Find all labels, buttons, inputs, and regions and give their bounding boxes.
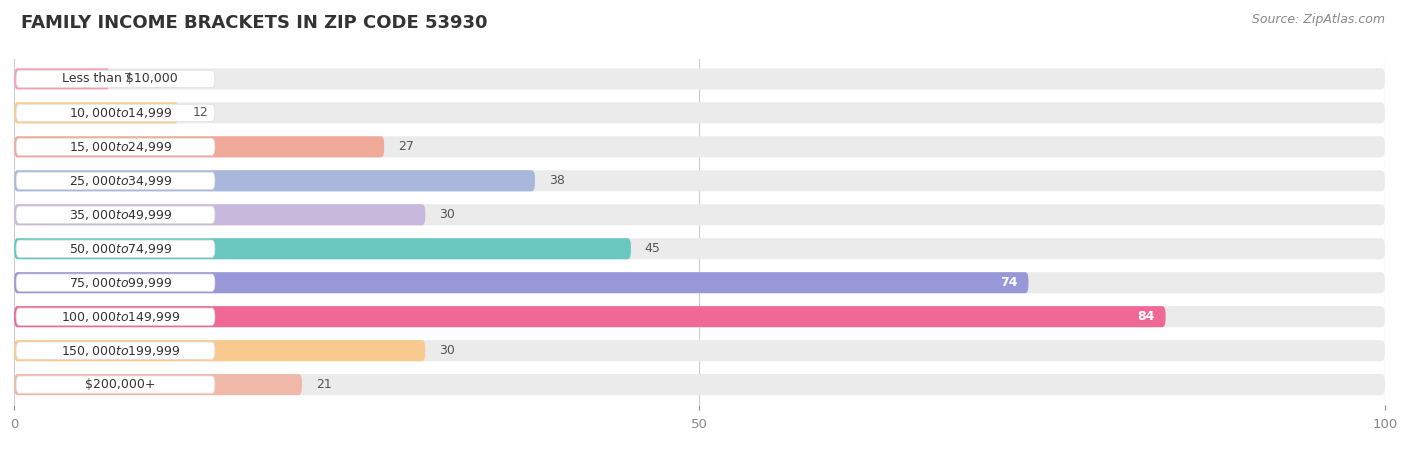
FancyBboxPatch shape (15, 206, 215, 223)
FancyBboxPatch shape (14, 272, 1029, 293)
Text: $75,000 to $99,999: $75,000 to $99,999 (69, 276, 172, 290)
FancyBboxPatch shape (15, 274, 215, 291)
FancyBboxPatch shape (14, 170, 1385, 191)
FancyBboxPatch shape (14, 374, 1385, 395)
FancyBboxPatch shape (14, 68, 110, 90)
FancyBboxPatch shape (14, 272, 1385, 293)
Text: 38: 38 (548, 174, 565, 187)
FancyBboxPatch shape (14, 238, 631, 259)
Text: $10,000 to $14,999: $10,000 to $14,999 (69, 106, 172, 120)
FancyBboxPatch shape (15, 308, 215, 325)
FancyBboxPatch shape (14, 340, 425, 361)
FancyBboxPatch shape (15, 240, 215, 257)
FancyBboxPatch shape (14, 102, 179, 123)
Text: 45: 45 (644, 242, 661, 255)
FancyBboxPatch shape (14, 306, 1166, 327)
Text: 30: 30 (439, 208, 456, 221)
Text: 74: 74 (1000, 276, 1018, 289)
Text: 84: 84 (1137, 310, 1154, 323)
FancyBboxPatch shape (14, 238, 1385, 259)
FancyBboxPatch shape (15, 376, 215, 393)
FancyBboxPatch shape (15, 70, 215, 87)
FancyBboxPatch shape (15, 172, 215, 189)
Text: Source: ZipAtlas.com: Source: ZipAtlas.com (1251, 14, 1385, 27)
FancyBboxPatch shape (15, 342, 215, 359)
Text: 21: 21 (315, 378, 332, 391)
Text: FAMILY INCOME BRACKETS IN ZIP CODE 53930: FAMILY INCOME BRACKETS IN ZIP CODE 53930 (21, 14, 488, 32)
FancyBboxPatch shape (14, 306, 1385, 327)
Text: $50,000 to $74,999: $50,000 to $74,999 (69, 242, 172, 256)
FancyBboxPatch shape (14, 204, 425, 225)
Text: $100,000 to $149,999: $100,000 to $149,999 (60, 310, 180, 324)
Text: $15,000 to $24,999: $15,000 to $24,999 (69, 140, 172, 154)
FancyBboxPatch shape (14, 374, 302, 395)
FancyBboxPatch shape (14, 102, 1385, 123)
FancyBboxPatch shape (14, 340, 1385, 361)
Text: $25,000 to $34,999: $25,000 to $34,999 (69, 174, 172, 188)
Text: 7: 7 (124, 72, 132, 86)
FancyBboxPatch shape (14, 68, 1385, 90)
Text: Less than $10,000: Less than $10,000 (62, 72, 179, 86)
FancyBboxPatch shape (15, 138, 215, 155)
Text: $35,000 to $49,999: $35,000 to $49,999 (69, 208, 172, 222)
FancyBboxPatch shape (14, 136, 384, 158)
Text: $150,000 to $199,999: $150,000 to $199,999 (60, 344, 180, 358)
Text: 27: 27 (398, 140, 413, 153)
Text: 12: 12 (193, 106, 208, 119)
Text: 30: 30 (439, 344, 456, 357)
Text: $200,000+: $200,000+ (84, 378, 156, 391)
FancyBboxPatch shape (14, 136, 1385, 158)
FancyBboxPatch shape (15, 104, 215, 122)
FancyBboxPatch shape (14, 204, 1385, 225)
FancyBboxPatch shape (14, 170, 534, 191)
